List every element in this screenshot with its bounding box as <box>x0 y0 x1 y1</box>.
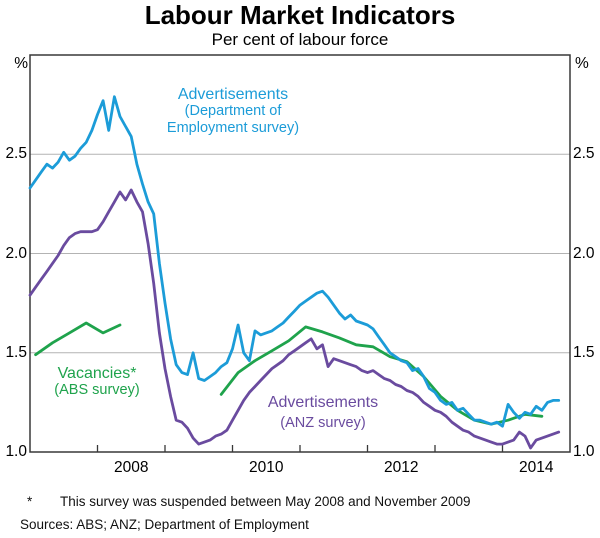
series-label-doe-line2: (Department of <box>184 103 282 119</box>
x-axis-label-2014: 2014 <box>519 459 554 476</box>
series-label-anz-advertisements: Advertisements (ANZ survey) <box>223 394 423 432</box>
series-label-abs-vacancies: Vacancies* (ABS survey) <box>16 365 178 399</box>
y-tick-label-left-1.5: 1.5 <box>5 343 27 361</box>
series-line-advertisements-anz-survey--seg0 <box>28 188 561 450</box>
footnote-asterisk: * <box>27 494 33 509</box>
series-label-anz-line1: Advertisements <box>267 394 379 411</box>
y-tick-label-left-2.0: 2.0 <box>5 244 27 262</box>
footnote-sources: Sources: ABS; ANZ; Department of Employm… <box>20 517 309 532</box>
chart-title: Labour Market Indicators <box>144 0 456 30</box>
series-line-vacancies-abs-survey--seg0 <box>34 321 122 357</box>
y-tick-label-left-1.0: 1.0 <box>5 443 27 460</box>
y-tick-label-left-2.5: 2.5 <box>5 145 27 163</box>
y-tick-label-right-1.5: 1.5 <box>573 343 595 361</box>
series-label-doe-line3: Employment survey) <box>166 120 300 136</box>
chart-subtitle: Per cent of labour force <box>211 30 389 49</box>
x-axis-label-2008: 2008 <box>114 459 149 476</box>
series-label-doe-line1: Advertisements <box>177 86 289 103</box>
series-label-abs-line1: Vacancies* <box>57 365 137 382</box>
y-axis-unit-left: % <box>14 55 28 72</box>
footnote-text: This survey was suspended between May 20… <box>60 494 471 509</box>
y-axis-unit-right: % <box>575 55 589 72</box>
plot-border <box>29 54 571 453</box>
x-axis-label-2010: 2010 <box>249 459 284 476</box>
y-tick-label-right-1.0: 1.0 <box>573 443 595 460</box>
series-label-abs-line2: (ABS survey) <box>54 382 140 398</box>
series-label-doe-advertisements: Advertisements (Department of Employment… <box>133 86 333 137</box>
series-label-anz-line2: (ANZ survey) <box>280 415 366 431</box>
series-line-advertisements-department-of-employment-survey--seg0 <box>28 95 561 428</box>
y-tick-label-right-2.0: 2.0 <box>573 244 595 262</box>
x-axis-label-2012: 2012 <box>384 459 419 476</box>
y-tick-label-right-2.5: 2.5 <box>573 145 595 163</box>
